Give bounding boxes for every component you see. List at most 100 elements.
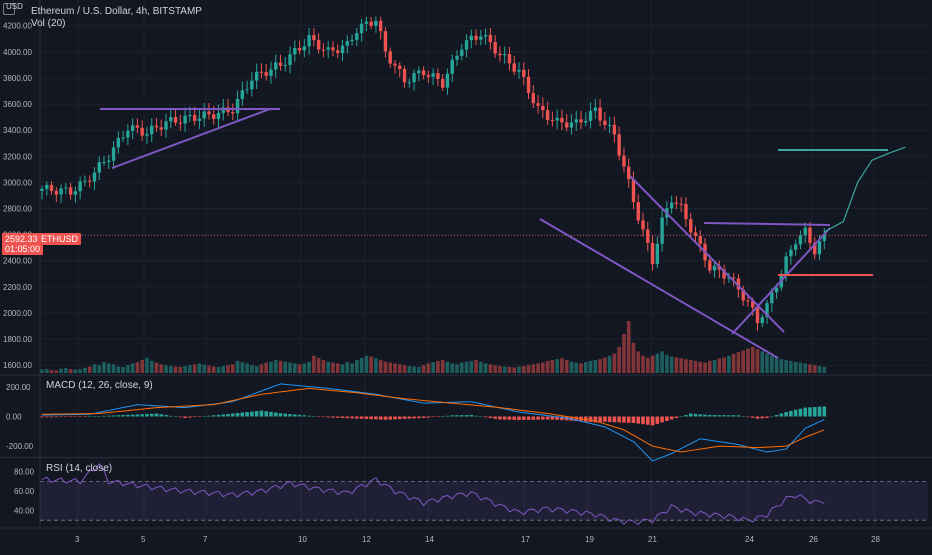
candle-body xyxy=(145,134,149,136)
macd-histogram-bar xyxy=(631,416,636,424)
macd-histogram-bar xyxy=(149,413,154,417)
candle-body xyxy=(73,191,78,195)
rsi-axis-label: 60.00 xyxy=(14,487,35,496)
volume-bar xyxy=(645,357,650,373)
candle-body xyxy=(765,303,769,318)
macd-histogram-bar xyxy=(545,416,550,420)
candle-body xyxy=(817,241,822,255)
volume-bar xyxy=(307,361,311,373)
volume-bar xyxy=(507,366,512,373)
price-countdown: 01:05:00 xyxy=(2,243,44,255)
volume-legend[interactable]: Vol (20) xyxy=(31,18,66,29)
macd-histogram-bar xyxy=(655,416,660,424)
candle-body xyxy=(278,62,283,66)
volume-bar xyxy=(593,360,598,373)
macd-histogram-bar xyxy=(59,416,63,418)
volume-bar xyxy=(326,361,330,373)
volume-bar xyxy=(407,366,412,373)
volume-bar xyxy=(316,357,321,373)
macd-histogram-bar xyxy=(784,412,788,417)
currency-toggle-button[interactable] xyxy=(3,3,15,15)
volume-bar xyxy=(374,358,378,373)
volume-bar xyxy=(521,366,526,373)
macd-histogram-bar xyxy=(340,416,345,418)
volume-bar xyxy=(526,365,531,373)
macd-histogram-bar xyxy=(708,415,712,417)
price-axis-label: 4200.00 xyxy=(3,22,32,31)
volume-bar xyxy=(708,360,712,373)
macd-histogram-bar xyxy=(393,416,397,420)
support-trendline xyxy=(111,108,271,169)
volume-bar xyxy=(793,361,798,373)
volume-bar xyxy=(512,367,517,373)
macd-histogram-bar xyxy=(126,414,130,417)
volume-bar xyxy=(121,366,125,373)
macd-histogram-bar xyxy=(798,408,803,417)
macd-histogram-bar xyxy=(803,407,807,417)
time-axis-label: 12 xyxy=(362,535,371,544)
macd-histogram-bar xyxy=(178,416,183,418)
volume-bar xyxy=(474,360,478,373)
macd-histogram-bar xyxy=(812,407,817,417)
candle-body xyxy=(708,260,712,271)
candle-body xyxy=(722,269,726,279)
macd-histogram-bar xyxy=(555,416,559,420)
candle-body xyxy=(808,227,812,243)
macd-histogram-bar xyxy=(703,414,707,417)
volume-bar xyxy=(297,364,302,373)
candle-body xyxy=(326,47,330,50)
macd-histogram-bar xyxy=(688,413,693,417)
macd-legend[interactable]: MACD (12, 26, close, 9) xyxy=(46,380,153,391)
candle-body xyxy=(436,73,440,80)
volume-bar xyxy=(469,360,474,373)
volume-bar xyxy=(149,360,154,373)
candle-body xyxy=(240,90,245,99)
candle-body xyxy=(159,127,163,130)
currency-badge[interactable]: USD xyxy=(6,2,23,11)
volume-bar xyxy=(755,349,760,373)
candle-body xyxy=(92,172,97,182)
candle-body xyxy=(784,256,788,274)
candle-body xyxy=(54,190,59,195)
candle-body xyxy=(755,307,760,324)
macd-histogram-bar xyxy=(297,414,302,417)
price-axis-label: 2400.00 xyxy=(3,257,32,266)
candle-body xyxy=(378,20,383,32)
candle-body xyxy=(493,42,497,54)
macd-histogram-bar xyxy=(731,415,736,417)
candle-body xyxy=(274,62,278,70)
volume-bar xyxy=(531,364,536,373)
macd-histogram-bar xyxy=(698,414,703,417)
macd-histogram-bar xyxy=(770,416,774,417)
macd-histogram-bar xyxy=(412,416,416,419)
volume-bar xyxy=(440,360,445,373)
macd-histogram-bar xyxy=(273,412,278,417)
candle-body xyxy=(569,122,574,128)
volume-bar xyxy=(622,334,626,373)
volume-bar xyxy=(173,366,178,373)
candle-body xyxy=(45,184,49,189)
candle-body xyxy=(202,111,206,119)
macd-histogram-bar xyxy=(288,414,292,417)
candle-body xyxy=(574,119,578,123)
macd-histogram-bar xyxy=(321,416,326,417)
volume-bar xyxy=(221,366,226,373)
volume-bar xyxy=(722,357,726,373)
candle-body xyxy=(364,21,369,24)
rsi-legend[interactable]: RSI (14, close) xyxy=(46,463,113,474)
volume-bar xyxy=(626,321,631,373)
candle-body xyxy=(207,111,211,115)
candle-body xyxy=(655,243,660,265)
macd-histogram-bar xyxy=(264,411,268,417)
price-axis-label: 3800.00 xyxy=(3,74,32,83)
price-axis-label: 1800.00 xyxy=(3,335,32,344)
candle-body xyxy=(751,301,755,308)
price-axis-label: 1600.00 xyxy=(3,361,32,370)
macd-histogram-bar xyxy=(746,416,750,417)
volume-bar xyxy=(488,364,493,373)
volume-bar xyxy=(574,362,579,373)
candle-body xyxy=(83,180,87,182)
volume-bar xyxy=(254,366,259,373)
